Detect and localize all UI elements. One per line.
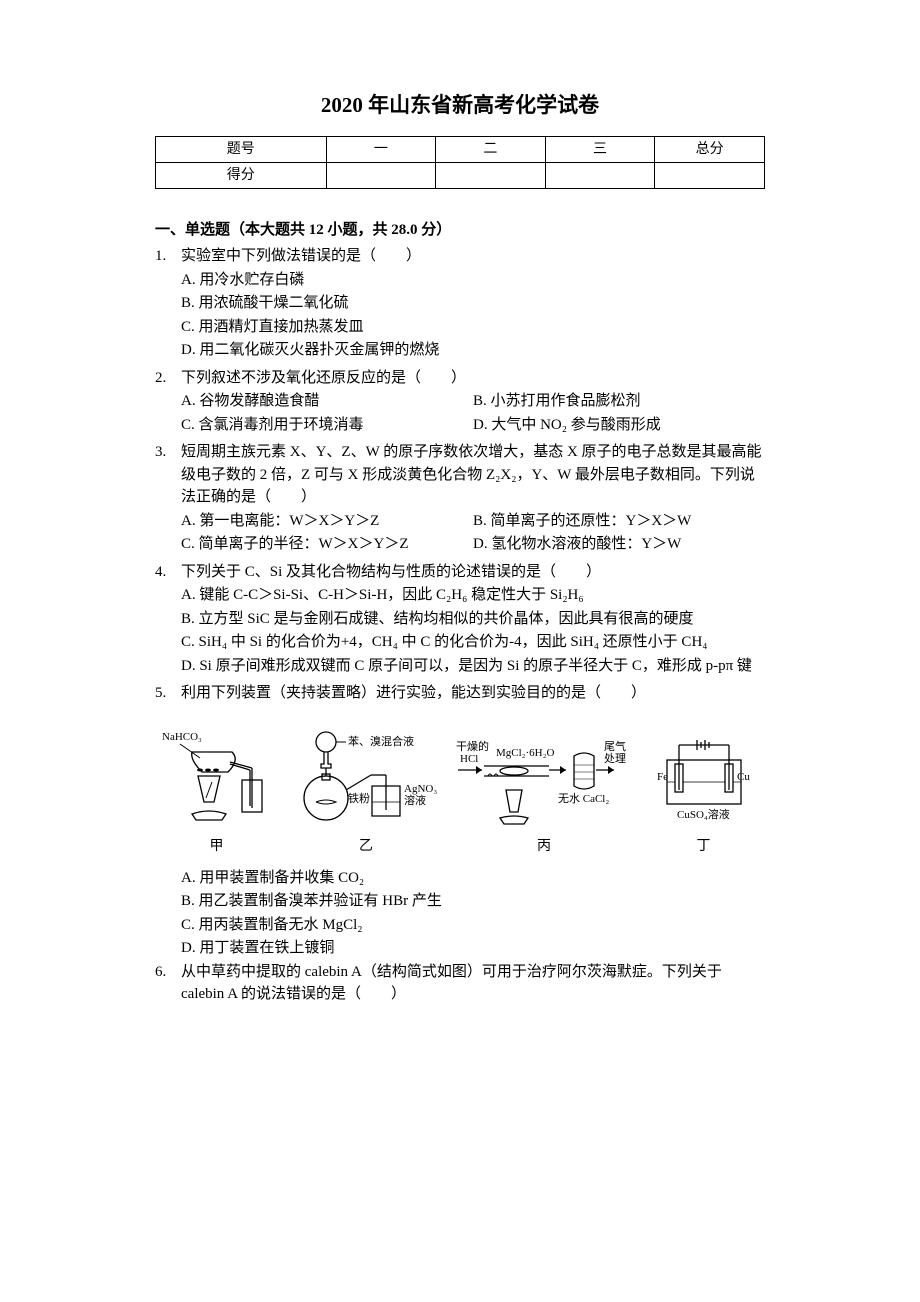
header-cell: 三 — [545, 136, 655, 162]
question-body: 利用下列装置（夹持装置略）进行实验，能达到实验目的的是（ ） — [181, 682, 765, 706]
question-number: 5. — [155, 682, 181, 706]
page-title: 2020 年山东省新高考化学试卷 — [155, 90, 765, 122]
mgcl2-label: MgCl₂·6H₂O — [496, 747, 554, 759]
header-cell: 题号 — [156, 136, 327, 162]
option-a: A. 键能 C-C＞Si-Si、C-H＞Si-H，因此 C₂H₆ 稳定性大于 S… — [181, 584, 765, 607]
question-text: 利用下列装置（夹持装置略）进行实验，能达到实验目的的是（ ） — [181, 682, 765, 705]
tail-label: 尾气 — [604, 739, 626, 753]
apparatus-diagrams: NaHCO₃ 甲 苯、溴混合液 铁粉 — [155, 720, 765, 857]
question-number: 1. — [155, 245, 181, 363]
question-5: 5. 利用下列装置（夹持装置略）进行实验，能达到实验目的的是（ ） — [155, 682, 765, 706]
question-1: 1. 实验室中下列做法错误的是（ ） A. 用冷水贮存白磷 B. 用浓硫酸干燥二… — [155, 245, 765, 363]
question-number: 3. — [155, 441, 181, 557]
diagram-ding: Fe Cu CuSO₄溶液 丁 — [642, 720, 765, 857]
question-body: 下列关于 C、Si 及其化合物结构与性质的论述错误的是（ ） A. 键能 C-C… — [181, 561, 765, 679]
nahco3-label: NaHCO₃ — [162, 731, 202, 743]
question-body: 下列叙述不涉及氧化还原反应的是（ ） A. 谷物发酵酿造食醋 B. 小苏打用作食… — [181, 367, 765, 438]
header-cell: 二 — [436, 136, 546, 162]
q5-options: A. 用甲装置制备并收集 CO₂ B. 用乙装置制备溴苯并验证有 HBr 产生 … — [155, 867, 765, 960]
question-body: 短周期主族元素 X、Y、Z、W 的原子序数依次增大，基态 X 原子的电子总数是其… — [181, 441, 765, 557]
question-4: 4. 下列关于 C、Si 及其化合物结构与性质的论述错误的是（ ） A. 键能 … — [155, 561, 765, 679]
question-number: 2. — [155, 367, 181, 438]
benzene-label: 苯、溴混合液 — [348, 734, 414, 748]
score-cell — [436, 162, 546, 188]
hcl-label: 干燥的 — [456, 739, 489, 753]
solution-label: 溶液 — [404, 793, 426, 807]
question-body: 从中草药中提取的 calebin A（结构简式如图）可用于治疗阿尔茨海默症。下列… — [181, 961, 765, 1007]
option-c: C. 简单离子的半径：W＞X＞Y＞Z — [181, 533, 473, 556]
header-cell: 一 — [326, 136, 436, 162]
score-cell — [545, 162, 655, 188]
tail-label2: 处理 — [604, 752, 626, 765]
section-header: 一、单选题（本大题共 12 小题，共 28.0 分） — [155, 219, 765, 242]
option-a: A. 用冷水贮存白磷 — [181, 269, 765, 292]
option-b: B. 立方型 SiC 是与金刚石成键、结构均相似的共价晶体，因此具有很高的硬度 — [181, 608, 765, 631]
cu-label: Cu — [737, 771, 750, 783]
option-a: A. 第一电离能：W＞X＞Y＞Z — [181, 510, 473, 533]
score-table: 题号 一 二 三 总分 得分 — [155, 136, 765, 189]
cacl2-label: 无水 CaCl₂ — [558, 792, 609, 805]
option-a: A. 谷物发酵酿造食醋 — [181, 390, 473, 413]
agno3-label: AgNO₃ — [404, 783, 437, 795]
option-b: B. 用浓硫酸干燥二氧化硫 — [181, 292, 765, 315]
question-6: 6. 从中草药中提取的 calebin A（结构简式如图）可用于治疗阿尔茨海默症… — [155, 961, 765, 1007]
question-number: 6. — [155, 961, 181, 1007]
diagram-bing: 干燥的 HCl MgCl₂·6H₂O 无水 CaCl₂ 尾气 处理 丙 — [454, 720, 634, 857]
scores-label: 得分 — [156, 162, 327, 188]
question-text: 下列叙述不涉及氧化还原反应的是（ ） — [181, 367, 765, 390]
label-yi: 乙 — [286, 836, 446, 857]
option-b: B. 用乙装置制备溴苯并验证有 HBr 产生 — [181, 890, 765, 913]
label-jia: 甲 — [155, 836, 278, 857]
question-number: 4. — [155, 561, 181, 679]
option-b: B. 小苏打用作食品膨松剂 — [473, 390, 765, 413]
option-c: C. 用丙装置制备无水 MgCl₂ — [181, 914, 765, 937]
question-body: 实验室中下列做法错误的是（ ） A. 用冷水贮存白磷 B. 用浓硫酸干燥二氧化硫… — [181, 245, 765, 363]
option-d: D. Si 原子间难形成双键而 C 原子间可以，是因为 Si 的原子半径大于 C… — [181, 655, 765, 678]
option-d: D. 大气中 NO₂ 参与酸雨形成 — [473, 414, 765, 437]
option-d: D. 用二氧化碳灭火器扑灭金属钾的燃烧 — [181, 339, 765, 362]
option-c: C. 含氯消毒剂用于环境消毒 — [181, 414, 473, 437]
score-cell — [655, 162, 765, 188]
cuso4-label: CuSO₄溶液 — [677, 807, 730, 821]
score-cell — [326, 162, 436, 188]
option-a: A. 用甲装置制备并收集 CO₂ — [181, 867, 765, 890]
label-bing: 丙 — [454, 836, 634, 857]
option-c: C. 用酒精灯直接加热蒸发皿 — [181, 316, 765, 339]
question-text: 实验室中下列做法错误的是（ ） — [181, 245, 765, 268]
iron-label: 铁粉 — [348, 792, 370, 805]
question-text: 下列关于 C、Si 及其化合物结构与性质的论述错误的是（ ） — [181, 561, 765, 584]
header-cell: 总分 — [655, 136, 765, 162]
option-d: D. 用丁装置在铁上镀铜 — [181, 937, 765, 960]
diagram-jia: NaHCO₃ 甲 — [155, 720, 278, 857]
hcl-label2: HCl — [460, 753, 478, 765]
option-b: B. 简单离子的还原性：Y＞X＞W — [473, 510, 765, 533]
question-text: 从中草药中提取的 calebin A（结构简式如图）可用于治疗阿尔茨海默症。下列… — [181, 961, 765, 1006]
diagram-yi: 苯、溴混合液 铁粉 AgNO₃ 溶液 乙 — [286, 720, 446, 857]
question-3: 3. 短周期主族元素 X、Y、Z、W 的原子序数依次增大，基态 X 原子的电子总… — [155, 441, 765, 557]
question-2: 2. 下列叙述不涉及氧化还原反应的是（ ） A. 谷物发酵酿造食醋 B. 小苏打… — [155, 367, 765, 438]
question-text: 短周期主族元素 X、Y、Z、W 的原子序数依次增大，基态 X 原子的电子总数是其… — [181, 441, 765, 509]
option-c: C. SiH₄ 中 Si 的化合价为+4，CH₄ 中 C 的化合价为-4，因此 … — [181, 631, 765, 654]
table-row: 得分 — [156, 162, 765, 188]
table-row: 题号 一 二 三 总分 — [156, 136, 765, 162]
option-d: D. 氢化物水溶液的酸性：Y＞W — [473, 533, 765, 556]
label-ding: 丁 — [642, 836, 765, 857]
